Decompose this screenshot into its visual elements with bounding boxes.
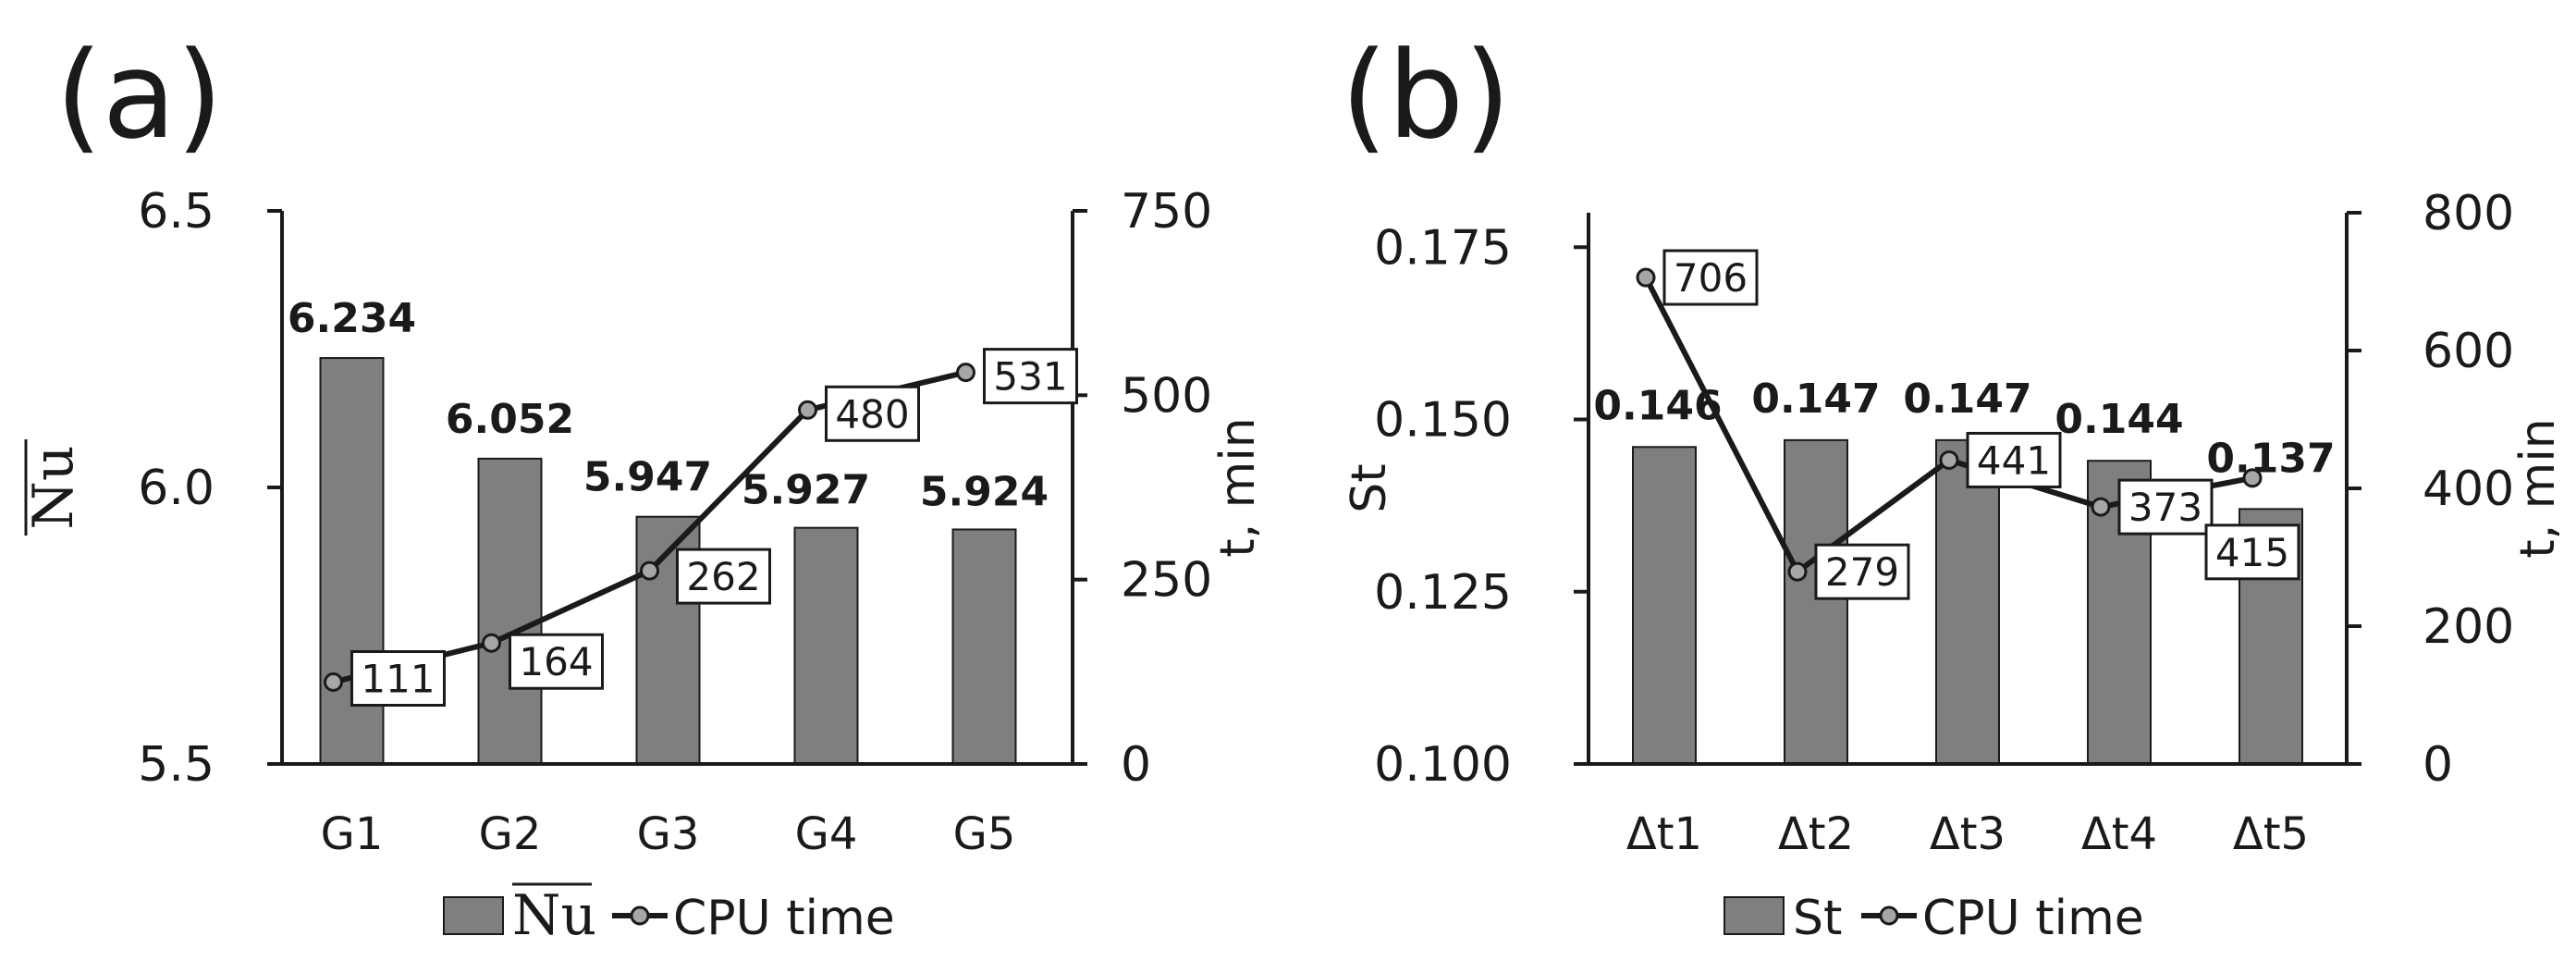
y2-tick-label: 600 — [2423, 324, 2514, 379]
cpu-time-label-box — [825, 385, 920, 442]
y2-axis-title: t, min — [1210, 417, 1266, 558]
x-tick-label: G4 — [795, 808, 858, 860]
y-tick-label: 5.5 — [138, 737, 215, 793]
legend-line-label: CPU time — [673, 891, 895, 946]
bar-value-label: 0.144 — [2055, 396, 2183, 443]
bar — [793, 526, 859, 765]
cpu-time-point — [324, 671, 343, 692]
bar-value-label: 6.234 — [288, 295, 416, 342]
panel-a: (a) 5.5 6.0 6.5 0 250 500 750 G1 G2 G3 G4 G5 Nu t, mi… — [21, 25, 1266, 948]
bar-value-label: 5.924 — [920, 468, 1049, 515]
cpu-time-label-box — [509, 633, 604, 690]
x-tick-label: G2 — [479, 808, 542, 860]
cpu-time-label: 111 — [361, 656, 435, 701]
bar — [951, 528, 1017, 765]
bar — [1784, 438, 1848, 765]
y2-tick-label: 0 — [2423, 737, 2453, 793]
cpu-time-label-box — [1662, 249, 1759, 306]
panel-a-letter: (a) — [55, 25, 223, 166]
cpu-time-label-box — [2204, 523, 2300, 581]
y-tick-label: 0.100 — [1374, 737, 1512, 793]
cpu-time-label: 279 — [1825, 549, 1899, 595]
y2-tick-label: 250 — [1121, 553, 1212, 609]
bar-value-label: 0.147 — [1903, 376, 2031, 423]
y2-axis-title: t, min — [2510, 418, 2566, 559]
panel-b-letter: (b) — [1341, 25, 1511, 166]
cpu-time-label: 262 — [686, 554, 760, 599]
cpu-time-label-box — [1814, 543, 1910, 600]
x-tick-label: Δt1 — [1626, 808, 1702, 860]
x-tick-label: Δt3 — [1930, 808, 2006, 860]
y-tick-label: 0.125 — [1374, 565, 1512, 621]
cpu-time-point — [2242, 468, 2263, 488]
y-tick-label: 0.150 — [1374, 393, 1512, 449]
x-tick-label: G1 — [321, 808, 384, 860]
cpu-time-point — [1939, 450, 1959, 470]
y-axis-title: Nu — [21, 445, 86, 529]
cpu-time-label: 480 — [835, 391, 909, 437]
cpu-time-point — [2091, 497, 2111, 517]
bar — [477, 457, 543, 765]
cpu-time-point — [956, 363, 975, 383]
bar-value-label: 0.146 — [1593, 382, 1722, 429]
y2-tick-label: 500 — [1121, 368, 1212, 424]
x-tick-label: Δt5 — [2233, 808, 2309, 860]
legend-bar-swatch — [443, 896, 504, 935]
bar-value-label: 0.147 — [1751, 376, 1880, 423]
cpu-time-label-box — [350, 649, 446, 707]
panel-b: (b) 0.100 0.125 0.150 0.175 0 200 400 600 800 Δt1… — [1341, 25, 2566, 946]
legend-line-marker — [1879, 905, 1899, 926]
bar-value-label: 0.137 — [2206, 435, 2335, 482]
cpu-time-label-box — [1966, 431, 2062, 488]
x-tick-label: Δt2 — [1778, 808, 1854, 860]
cpu-time-label: 415 — [2215, 530, 2289, 575]
x-tick-label: G3 — [637, 808, 700, 860]
cpu-time-point — [640, 560, 659, 581]
cpu-time-label: 164 — [519, 639, 593, 684]
cpu-time-label: 531 — [993, 354, 1067, 400]
bar-value-label: 5.927 — [742, 467, 870, 514]
y-axis-title: St — [1342, 463, 1397, 512]
y2-tick-label: 400 — [2423, 462, 2514, 517]
cpu-time-label-box — [2117, 478, 2214, 536]
legend-bar-label: Nu — [512, 883, 596, 948]
legend-bar-swatch — [1723, 896, 1785, 935]
cpu-time-point — [482, 633, 501, 653]
y-tick-label: 6.5 — [138, 184, 215, 240]
cpu-time-label: 706 — [1674, 255, 1748, 301]
bar — [1935, 438, 2000, 765]
y2-tick-label: 200 — [2423, 599, 2514, 655]
y2-tick-label: 0 — [1121, 737, 1151, 793]
x-tick-label: G5 — [953, 808, 1016, 860]
y-tick-label: 0.175 — [1374, 220, 1512, 276]
y-tick-label: 6.0 — [138, 461, 215, 516]
cpu-time-point — [1636, 267, 1656, 288]
legend-bar-label: St — [1793, 891, 1842, 946]
y2-tick-label: 800 — [2423, 186, 2514, 241]
cpu-time-point — [1787, 561, 1808, 582]
bar-value-label: 5.947 — [583, 454, 712, 501]
cpu-time-label-box — [983, 348, 1078, 405]
legend-line-label: CPU time — [1922, 891, 2144, 946]
cpu-time-point — [798, 400, 817, 420]
cpu-time-label-box — [676, 548, 771, 605]
cpu-time-label: 373 — [2128, 485, 2202, 530]
legend-line-marker — [630, 905, 650, 926]
y2-tick-label: 750 — [1121, 184, 1212, 240]
cpu-time-label: 441 — [1977, 437, 2051, 483]
bar-value-label: 6.052 — [446, 396, 574, 443]
x-tick-label: Δt4 — [2081, 808, 2157, 860]
bar — [1632, 446, 1697, 765]
